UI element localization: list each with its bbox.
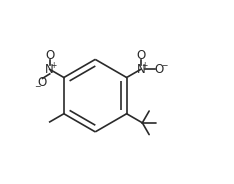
Text: O: O — [136, 49, 145, 62]
Text: O: O — [45, 49, 54, 62]
Text: −: − — [34, 82, 40, 91]
Text: N: N — [136, 63, 145, 76]
Text: O: O — [154, 63, 164, 76]
Text: +: + — [51, 61, 57, 70]
Text: O: O — [38, 76, 47, 89]
Text: N: N — [45, 63, 54, 76]
Text: −: − — [161, 62, 167, 71]
Text: +: + — [142, 61, 148, 70]
